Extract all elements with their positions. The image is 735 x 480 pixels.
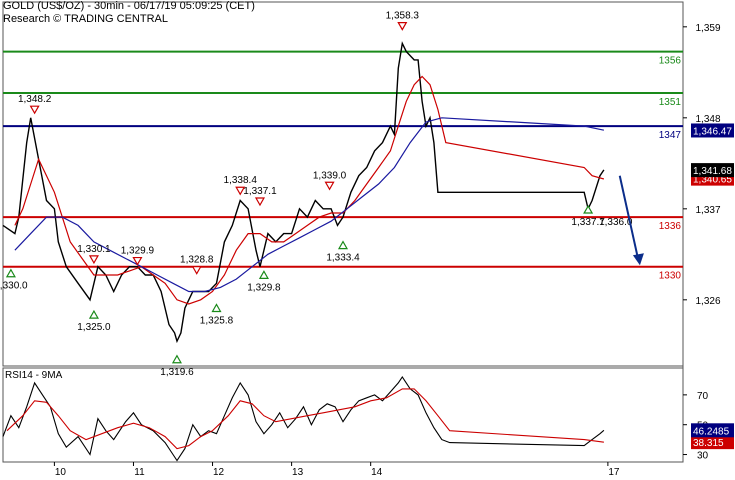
- price-panel-frame: [2, 1, 684, 367]
- date-tick-label: 12: [213, 467, 225, 478]
- swing-low-label: 1,337.7: [571, 217, 605, 228]
- rsi-ma-last-box-bg: [691, 435, 734, 450]
- date-tick-label: 10: [55, 467, 67, 478]
- swing-low-label: 1,333.4: [326, 253, 360, 264]
- series-price: [2, 41, 605, 344]
- swing-high-marker: [88, 255, 99, 265]
- rsi-panel-title: RSI14 - 9MA: [5, 370, 63, 381]
- swing-high-label: 1,328.8: [180, 255, 214, 266]
- rsi-ytick-label: 70: [697, 391, 709, 402]
- swing-high-marker: [29, 105, 40, 115]
- rsi-last-box-bg: [691, 423, 734, 438]
- price-ytick-label: 1,337: [695, 205, 720, 216]
- swing-high-marker: [235, 186, 246, 196]
- swing-low-marker: [583, 204, 594, 214]
- swing-high-label: 1,330.1: [77, 244, 111, 255]
- rsi-ytick-label: 30: [697, 451, 709, 462]
- forecast-arrow-head: [632, 253, 644, 266]
- chart-title: GOLD (US$/OZ) - 30min - 06/17/19 05:09:2…: [3, 0, 255, 12]
- last-price-box-bg: [691, 163, 734, 178]
- chart-subtitle: Research © TRADING CENTRAL: [3, 13, 168, 25]
- swing-low-label: 1,325.8: [200, 315, 234, 326]
- swing-low-marker: [5, 268, 16, 278]
- last-value-ma-fast: 1,340.65: [693, 175, 732, 186]
- rsi-series-rsi_ma: [6, 388, 604, 450]
- swing-low-label: 1,319.6: [160, 367, 194, 378]
- rsi-panel-frame: [2, 367, 684, 463]
- last-price-box: 1,341.68: [693, 166, 732, 177]
- swing-low-label: 1,330.0: [0, 281, 28, 292]
- level-label-1336: 1336: [659, 221, 682, 232]
- swing-high-label: 1,348.2: [18, 94, 52, 105]
- price-ytick-label: 1,359: [695, 23, 720, 34]
- price-ytick-label: 1,326: [695, 296, 720, 307]
- swing-high-label: 1,329.9: [121, 246, 155, 257]
- rsi-last-box: 46.2485: [693, 426, 730, 437]
- swing-high-marker: [191, 266, 202, 275]
- level-label-1356: 1356: [659, 56, 682, 67]
- swing-low-marker: [88, 309, 99, 319]
- last-value-ma-slow: 1,346.47: [693, 126, 732, 137]
- date-tick-label: 13: [292, 467, 304, 478]
- level-label-1330: 1330: [659, 271, 682, 282]
- level-label-1351: 1351: [659, 97, 682, 108]
- series-ma_fast: [14, 75, 605, 305]
- swing-high-marker: [324, 181, 335, 191]
- date-tick-label: 11: [134, 467, 145, 478]
- swing-high-marker: [254, 197, 266, 207]
- swing-high-label: 1,339.0: [313, 170, 347, 181]
- swing-high-marker: [132, 256, 143, 266]
- date-tick-label: 14: [371, 467, 383, 478]
- level-label-1347: 1347: [659, 130, 682, 141]
- swing-high-label: 1,338.4: [224, 175, 258, 186]
- date-tick-label: 17: [608, 467, 620, 478]
- swing-low-label: 1,325.0: [77, 322, 111, 333]
- swing-low-marker: [171, 354, 182, 364]
- swing-low-marker: [258, 270, 269, 279]
- swing-high-marker: [397, 22, 408, 31]
- last-value-ma-slow-bg: [691, 123, 734, 138]
- swing-high-label: 1,358.3: [386, 11, 420, 22]
- forecast-arrow-shaft: [618, 175, 639, 259]
- swing-low-marker: [337, 240, 349, 250]
- rsi-ma-last-box: 38.315: [693, 438, 724, 449]
- swing-low-marker: [211, 303, 222, 313]
- rsi-series-rsi: [2, 376, 605, 462]
- price-ytick-label: 1,348: [695, 114, 720, 125]
- target-label: 1,336.0: [599, 217, 633, 228]
- swing-high-label: 1,337.1: [243, 186, 277, 197]
- swing-low-label: 1,329.8: [247, 282, 281, 293]
- series-ma_slow: [14, 117, 605, 293]
